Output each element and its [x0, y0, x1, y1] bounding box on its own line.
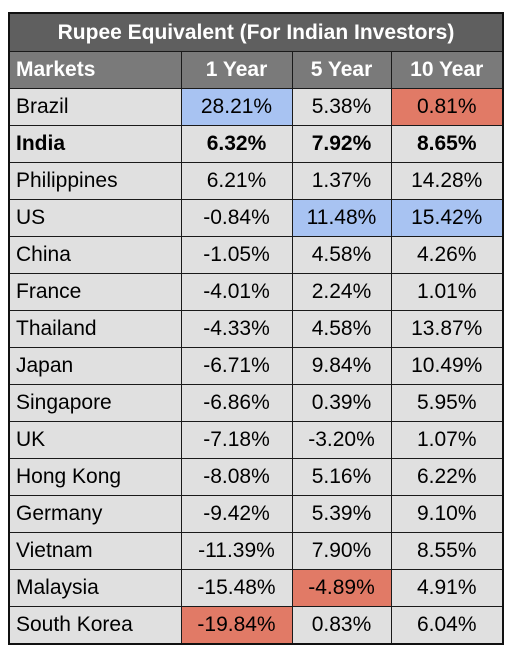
return-cell-1-year: -4.01%	[180, 273, 293, 311]
return-cell-5-year: 5.39%	[291, 495, 392, 533]
return-cell-1-year: -6.71%	[180, 347, 293, 385]
table-row: US -0.84% 11.48% 15.42%	[8, 199, 504, 237]
column-header-10-year: 10 Year	[390, 51, 504, 89]
return-cell-5-year: 11.48%	[291, 199, 392, 237]
table-row: Singapore -6.86% 0.39% 5.95%	[8, 384, 504, 422]
return-cell-1-year: -9.42%	[180, 495, 293, 533]
market-name-cell: Japan	[8, 347, 182, 385]
return-cell-1-year: -8.08%	[180, 458, 293, 496]
return-cell-10-year: 1.01%	[390, 273, 504, 311]
market-name-cell: Germany	[8, 495, 182, 533]
return-cell-1-year: -7.18%	[180, 421, 293, 459]
table-row: South Korea -19.84% 0.83% 6.04%	[8, 606, 504, 645]
return-cell-1-year: 28.21%	[180, 88, 293, 126]
table-row: Japan -6.71% 9.84% 10.49%	[8, 347, 504, 385]
return-cell-5-year: 7.92%	[291, 125, 392, 163]
return-cell-1-year: -11.39%	[180, 532, 293, 570]
table-row: Philippines 6.21% 1.37% 14.28%	[8, 162, 504, 200]
return-cell-10-year: 5.95%	[390, 384, 504, 422]
table-row: Vietnam -11.39% 7.90% 8.55%	[8, 532, 504, 570]
return-cell-10-year: 4.91%	[390, 569, 504, 607]
return-cell-10-year: 14.28%	[390, 162, 504, 200]
market-name-cell: Thailand	[8, 310, 182, 348]
return-cell-5-year: 9.84%	[291, 347, 392, 385]
return-cell-1-year: -15.48%	[180, 569, 293, 607]
market-name-cell: Singapore	[8, 384, 182, 422]
return-cell-5-year: 1.37%	[291, 162, 392, 200]
return-cell-5-year: 2.24%	[291, 273, 392, 311]
table-row: UK -7.18% -3.20% 1.07%	[8, 421, 504, 459]
market-name-cell: US	[8, 199, 182, 237]
return-cell-5-year: 7.90%	[291, 532, 392, 570]
return-cell-5-year: 4.58%	[291, 310, 392, 348]
return-cell-5-year: 5.38%	[291, 88, 392, 126]
market-name-cell: Philippines	[8, 162, 182, 200]
return-cell-10-year: 0.81%	[390, 88, 504, 126]
return-cell-5-year: 0.39%	[291, 384, 392, 422]
table-row: Germany -9.42% 5.39% 9.10%	[8, 495, 504, 533]
table-row: Hong Kong -8.08% 5.16% 6.22%	[8, 458, 504, 496]
return-cell-10-year: 15.42%	[390, 199, 504, 237]
table-title-row: Rupee Equivalent (For Indian Investors)	[8, 12, 504, 52]
market-name-cell: UK	[8, 421, 182, 459]
market-name-cell: South Korea	[8, 606, 182, 645]
return-cell-10-year: 8.65%	[390, 125, 504, 163]
market-name-cell: India	[8, 125, 182, 163]
return-cell-5-year: 5.16%	[291, 458, 392, 496]
market-name-cell: Malaysia	[8, 569, 182, 607]
market-name-cell: Hong Kong	[8, 458, 182, 496]
return-cell-1-year: 6.32%	[180, 125, 293, 163]
return-cell-1-year: -0.84%	[180, 199, 293, 237]
table-title: Rupee Equivalent (For Indian Investors)	[8, 12, 504, 52]
return-cell-10-year: 13.87%	[390, 310, 504, 348]
return-cell-10-year: 6.22%	[390, 458, 504, 496]
market-name-cell: Vietnam	[8, 532, 182, 570]
table-row: China -1.05% 4.58% 4.26%	[8, 236, 504, 274]
market-name-cell: France	[8, 273, 182, 311]
return-cell-10-year: 8.55%	[390, 532, 504, 570]
return-cell-5-year: 4.58%	[291, 236, 392, 274]
return-cell-5-year: 0.83%	[291, 606, 392, 645]
return-cell-10-year: 1.07%	[390, 421, 504, 459]
table-row: Malaysia -15.48% -4.89% 4.91%	[8, 569, 504, 607]
return-cell-10-year: 4.26%	[390, 236, 504, 274]
return-cell-5-year: -4.89%	[291, 569, 392, 607]
table-header-row: Markets 1 Year 5 Year 10 Year	[8, 51, 504, 89]
table-row: Brazil 28.21% 5.38% 0.81%	[8, 88, 504, 126]
return-cell-1-year: -6.86%	[180, 384, 293, 422]
return-cell-10-year: 6.04%	[390, 606, 504, 645]
returns-table-body: Rupee Equivalent (For Indian Investors) …	[8, 12, 504, 645]
market-name-cell: China	[8, 236, 182, 274]
column-header-markets: Markets	[8, 51, 182, 89]
table-row: Thailand -4.33% 4.58% 13.87%	[8, 310, 504, 348]
return-cell-1-year: -1.05%	[180, 236, 293, 274]
column-header-1-year: 1 Year	[180, 51, 293, 89]
table-row: France -4.01% 2.24% 1.01%	[8, 273, 504, 311]
return-cell-10-year: 10.49%	[390, 347, 504, 385]
market-name-cell: Brazil	[8, 88, 182, 126]
return-cell-10-year: 9.10%	[390, 495, 504, 533]
column-header-5-year: 5 Year	[291, 51, 392, 89]
return-cell-1-year: 6.21%	[180, 162, 293, 200]
returns-table: Rupee Equivalent (For Indian Investors) …	[8, 12, 504, 645]
return-cell-5-year: -3.20%	[291, 421, 392, 459]
return-cell-1-year: -19.84%	[180, 606, 293, 645]
returns-table-container: Rupee Equivalent (For Indian Investors) …	[8, 12, 504, 645]
return-cell-1-year: -4.33%	[180, 310, 293, 348]
table-row: India 6.32% 7.92% 8.65%	[8, 125, 504, 163]
